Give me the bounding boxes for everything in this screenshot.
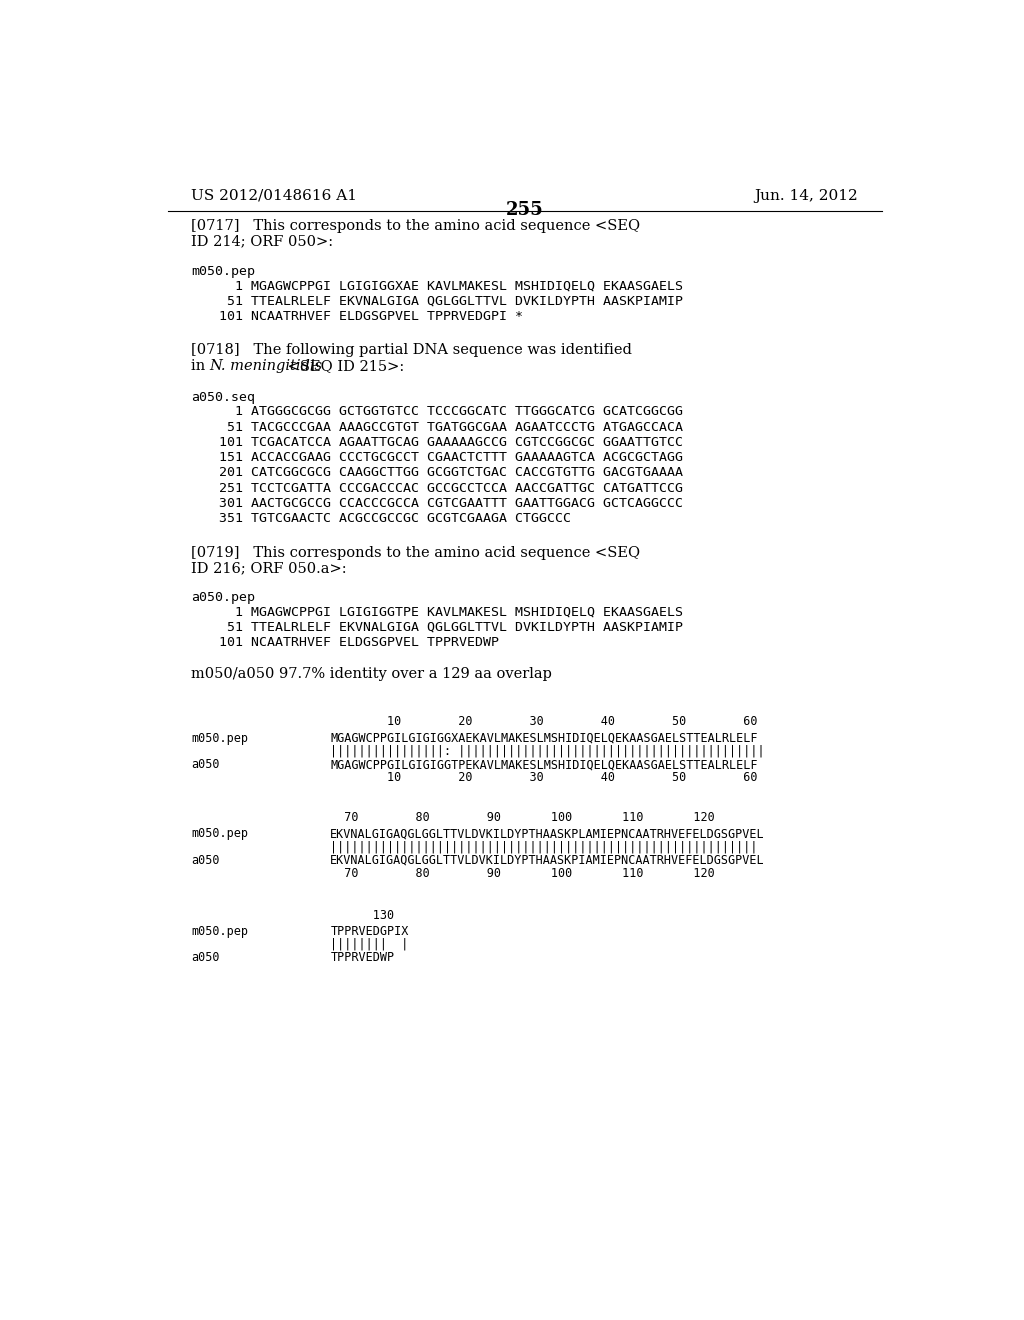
Text: 130: 130 [331, 908, 394, 921]
Text: a050: a050 [191, 758, 220, 771]
Text: 70        80        90       100       110       120: 70 80 90 100 110 120 [331, 810, 715, 824]
Text: [0719]   This corresponds to the amino acid sequence <SEQ: [0719] This corresponds to the amino aci… [191, 545, 641, 560]
Text: [0717]   This corresponds to the amino acid sequence <SEQ: [0717] This corresponds to the amino aci… [191, 219, 641, 234]
Text: TPPRVEDWP: TPPRVEDWP [331, 952, 394, 964]
Text: [0718]   The following partial DNA sequence was identified: [0718] The following partial DNA sequenc… [191, 343, 633, 358]
Text: 251 TCCTCGATTA CCCGACCCAC GCCGCCTCCA AACCGATTGC CATGATTCCG: 251 TCCTCGATTA CCCGACCCAC GCCGCCTCCA AAC… [219, 482, 683, 495]
Text: 255: 255 [506, 201, 544, 219]
Text: US 2012/0148616 A1: US 2012/0148616 A1 [191, 189, 357, 203]
Text: 1 MGAGWCPPGI LGIGIGGTPE KAVLMAKESL MSHIDIQELQ EKAASGAELS: 1 MGAGWCPPGI LGIGIGGTPE KAVLMAKESL MSHID… [219, 606, 683, 619]
Text: ID 214; ORF 050>:: ID 214; ORF 050>: [191, 235, 334, 248]
Text: in: in [191, 359, 210, 372]
Text: 51 TACGCCCGAA AAAGCCGTGT TGATGGCGAA AGAATCCCTG ATGAGCCACA: 51 TACGCCCGAA AAAGCCGTGT TGATGGCGAA AGAA… [219, 421, 683, 434]
Text: Jun. 14, 2012: Jun. 14, 2012 [755, 189, 858, 203]
Text: 10        20        30        40        50        60: 10 20 30 40 50 60 [331, 771, 758, 784]
Text: 51 TTEALRLELF EKVNALGIGA QGLGGLTTVL DVKILDYPTH AASKPIAMIP: 51 TTEALRLELF EKVNALGIGA QGLGGLTTVL DVKI… [219, 294, 683, 308]
Text: <SEQ ID 215>:: <SEQ ID 215>: [283, 359, 404, 372]
Text: ID 216; ORF 050.a>:: ID 216; ORF 050.a>: [191, 561, 347, 576]
Text: ||||||||||||||||: |||||||||||||||||||||||||||||||||||||||||||: ||||||||||||||||: ||||||||||||||||||||||… [331, 744, 765, 758]
Text: 1 ATGGGCGCGG GCTGGTGTCC TCCCGGCATC TTGGGCATCG GCATCGGCGG: 1 ATGGGCGCGG GCTGGTGTCC TCCCGGCATC TTGGG… [219, 405, 683, 418]
Text: 101 NCAATRHVEF ELDGSGPVEL TPPRVEDWP: 101 NCAATRHVEF ELDGSGPVEL TPPRVEDWP [219, 636, 500, 649]
Text: 351 TGTCGAACTC ACGCCGCCGC GCGTCGAAGA CTGGCCC: 351 TGTCGAACTC ACGCCGCCGC GCGTCGAAGA CTG… [219, 512, 571, 525]
Text: 301 AACTGCGCCG CCACCCGCCA CGTCGAATTT GAATTGGACG GCTCAGGCCC: 301 AACTGCGCCG CCACCCGCCA CGTCGAATTT GAA… [219, 496, 683, 510]
Text: m050.pep: m050.pep [191, 925, 249, 937]
Text: m050.pep: m050.pep [191, 265, 256, 279]
Text: 151 ACCACCGAAG CCCTGCGCCT CGAACTCTTT GAAAAAGTCA ACGCGCTAGG: 151 ACCACCGAAG CCCTGCGCCT CGAACTCTTT GAA… [219, 451, 683, 465]
Text: 10        20        30        40        50        60: 10 20 30 40 50 60 [331, 715, 758, 729]
Text: N. meningitidis: N. meningitidis [209, 359, 322, 372]
Text: EKVNALGIGAQGLGGLTTVLDVKILDYPTHAASKPIAMIEPNCAATRHVEFELDGSGPVEL: EKVNALGIGAQGLGGLTTVLDVKILDYPTHAASKPIAMIE… [331, 854, 765, 867]
Text: a050: a050 [191, 854, 220, 867]
Text: m050.pep: m050.pep [191, 731, 249, 744]
Text: 51 TTEALRLELF EKVNALGIGA QGLGGLTTVL DVKILDYPTH AASKPIAMIP: 51 TTEALRLELF EKVNALGIGA QGLGGLTTVL DVKI… [219, 620, 683, 634]
Text: MGAGWCPPGILGIGIGGTPEKAVLMAKESLMSHIDIQELQEKAASGAELSTTEALRLELF: MGAGWCPPGILGIGIGGTPEKAVLMAKESLMSHIDIQELQ… [331, 758, 758, 771]
Text: a050: a050 [191, 952, 220, 964]
Text: 101 NCAATRHVEF ELDGSGPVEL TPPRVEDGPI *: 101 NCAATRHVEF ELDGSGPVEL TPPRVEDGPI * [219, 310, 523, 323]
Text: 201 CATCGGCGCG CAAGGCTTGG GCGGTCTGAC CACCGTGTTG GACGTGAAAA: 201 CATCGGCGCG CAAGGCTTGG GCGGTCTGAC CAC… [219, 466, 683, 479]
Text: a050.pep: a050.pep [191, 591, 256, 605]
Text: a050.seq: a050.seq [191, 391, 256, 404]
Text: m050/a050 97.7% identity over a 129 aa overlap: m050/a050 97.7% identity over a 129 aa o… [191, 667, 552, 681]
Text: 101 TCGACATCCA AGAATTGCAG GAAAAAGCCG CGTCCGGCGC GGAATTGTCC: 101 TCGACATCCA AGAATTGCAG GAAAAAGCCG CGT… [219, 436, 683, 449]
Text: ||||||||||||||||||||||||||||||||||||||||||||||||||||||||||||: ||||||||||||||||||||||||||||||||||||||||… [331, 841, 758, 854]
Text: 70        80        90       100       110       120: 70 80 90 100 110 120 [331, 867, 715, 880]
Text: m050.pep: m050.pep [191, 828, 249, 841]
Text: EKVNALGIGAQGLGGLTTVLDVKILDYPTHAASKPLAMIEPNCAATRHVEFELDGSGPVEL: EKVNALGIGAQGLGGLTTVLDVKILDYPTHAASKPLAMIE… [331, 828, 765, 841]
Text: TPPRVEDGPIX: TPPRVEDGPIX [331, 925, 409, 937]
Text: 1 MGAGWCPPGI LGIGIGGXAE KAVLMAKESL MSHIDIQELQ EKAASGAELS: 1 MGAGWCPPGI LGIGIGGXAE KAVLMAKESL MSHID… [219, 280, 683, 292]
Text: MGAGWCPPGILGIGIGGXAEKAVLMAKESLMSHIDIQELQEKAASGAELSTTEALRLELF: MGAGWCPPGILGIGIGGXAEKAVLMAKESLMSHIDIQELQ… [331, 731, 758, 744]
Text: ||||||||  |: |||||||| | [331, 939, 409, 950]
